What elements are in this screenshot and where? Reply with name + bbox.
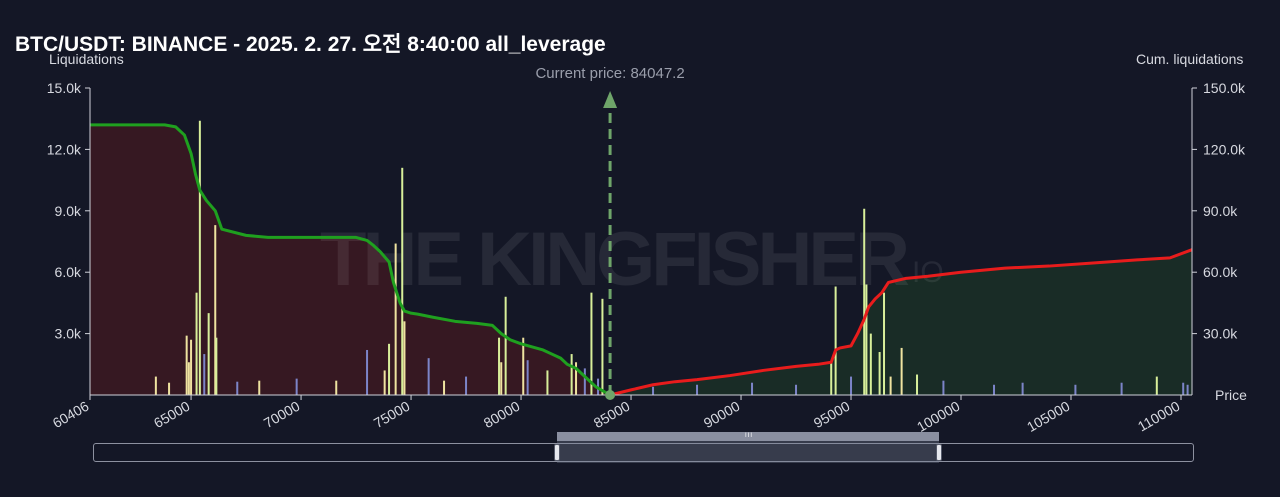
liquidation-bar — [207, 313, 210, 395]
x-tick-label: 85000 — [591, 398, 633, 431]
liquidation-bar — [652, 386, 655, 395]
liquidation-bar — [522, 337, 525, 395]
liquidation-bar — [190, 339, 193, 395]
liquidation-bar — [526, 360, 529, 395]
liquidation-bar — [1182, 382, 1185, 395]
x-tick-label: 105000 — [1024, 398, 1073, 435]
liquidation-bar — [504, 296, 507, 395]
liquidation-bar — [869, 333, 872, 395]
liquidation-bar — [236, 381, 239, 395]
liquidation-bar — [401, 167, 404, 395]
liquidation-bar — [295, 378, 298, 395]
y-left-tick-label: 6.0k — [55, 264, 82, 280]
y-left-tick-label: 3.0k — [55, 326, 82, 342]
liquidation-bar — [335, 380, 338, 395]
liquidation-bar — [590, 292, 593, 395]
liquidation-bar — [751, 382, 754, 395]
x-tick-label: 70000 — [261, 398, 303, 431]
current-price-arrow-icon — [603, 91, 618, 108]
liquidation-bar — [187, 362, 190, 395]
liquidation-bar — [383, 370, 386, 395]
x-axis-title: Price — [1215, 387, 1247, 403]
liquidation-bar — [1074, 384, 1077, 395]
liquidation-bar — [498, 337, 501, 395]
liquidation-bar — [570, 354, 573, 395]
liquidation-bar — [834, 286, 837, 395]
watermark-text: THE KINGFISHER — [320, 217, 910, 302]
y-left-tick-label: 15.0k — [47, 80, 82, 96]
liquidation-bar — [215, 337, 218, 395]
liquidation-bar — [546, 370, 549, 395]
liquidation-bar — [388, 343, 391, 395]
liquidation-bar — [366, 349, 369, 395]
cum-line-long — [609, 248, 1193, 397]
liquidation-bar — [583, 368, 586, 395]
x-tick-label: 90000 — [701, 398, 743, 431]
x-tick-label: 80000 — [481, 398, 523, 431]
chart-title: BTC/USDT: BINANCE - 2025. 2. 27. 오전 8:40… — [15, 33, 606, 56]
y-right-tick-label: 90.0k — [1203, 203, 1238, 219]
liquidation-bar — [394, 243, 397, 395]
left-axis-title: Liquidations — [49, 51, 124, 67]
range-slider-track[interactable] — [93, 443, 1194, 462]
liquidation-bar — [198, 120, 201, 395]
y-right-tick-label: 60.0k — [1203, 264, 1238, 280]
liquidation-bar — [993, 384, 996, 395]
current-price-dot — [605, 390, 616, 400]
y-left-tick-label: 9.0k — [55, 203, 82, 219]
liquidation-bar — [185, 335, 188, 395]
liquidation-bar — [168, 382, 171, 395]
liquidation-bar — [696, 384, 699, 395]
liquidation-bar — [889, 376, 892, 395]
liquidation-bar — [883, 292, 886, 395]
liquidation-bar — [863, 208, 866, 395]
right-axis-title: Cum. liquidations — [1136, 51, 1244, 67]
cum-line-short — [90, 123, 611, 397]
liquidation-bar — [403, 321, 406, 395]
liquidation-bar — [865, 284, 868, 395]
liquidation-bar — [830, 362, 833, 395]
liquidation-bar — [878, 352, 881, 395]
range-slider-right-handle[interactable] — [936, 444, 942, 461]
y-right-tick-label: 150.0k — [1203, 80, 1246, 96]
range-slider-left-handle[interactable] — [554, 444, 560, 461]
x-tick-label: 60406 — [50, 398, 92, 431]
liquidation-bar — [427, 358, 430, 395]
liquidation-bar — [214, 225, 217, 395]
liquidation-bar — [500, 362, 503, 395]
liquidation-bar — [795, 384, 798, 395]
liquidation-bar — [1120, 382, 1123, 395]
x-tick-label: 100000 — [914, 398, 963, 435]
x-tick-label: 75000 — [371, 398, 413, 431]
liquidation-bar — [575, 362, 578, 395]
liquidation-bar — [195, 292, 198, 395]
liquidation-bar — [942, 380, 945, 395]
liquidation-bar — [916, 374, 919, 395]
liquidation-bar — [850, 376, 853, 395]
current-price-label: Current price: 84047.2 — [535, 65, 684, 82]
liquidation-bar — [203, 354, 206, 395]
y-left-tick-label: 12.0k — [47, 141, 82, 157]
liquidation-bar — [601, 298, 604, 395]
cum-area-short — [90, 124, 611, 395]
liquidation-bar — [1021, 382, 1024, 395]
x-tick-label: 110000 — [1135, 398, 1183, 435]
liquidation-bar — [1186, 384, 1189, 395]
grip-icon: III — [745, 433, 754, 439]
x-tick-label: 95000 — [811, 398, 853, 431]
y-right-tick-label: 120.0k — [1203, 141, 1246, 157]
y-right-tick-label: 30.0k — [1203, 326, 1238, 342]
range-slider-drag-bar[interactable] — [557, 432, 939, 441]
liquidation-bar — [443, 380, 446, 395]
liquidation-bar — [1155, 376, 1158, 395]
liquidation-bar — [465, 376, 468, 395]
liquidation-bar — [900, 347, 903, 395]
cum-area-long — [610, 249, 1192, 395]
x-tick-label: 65000 — [151, 398, 193, 431]
liquidation-bar — [154, 376, 157, 395]
watermark-suffix: IO — [912, 256, 944, 289]
liquidation-bar — [258, 380, 261, 395]
